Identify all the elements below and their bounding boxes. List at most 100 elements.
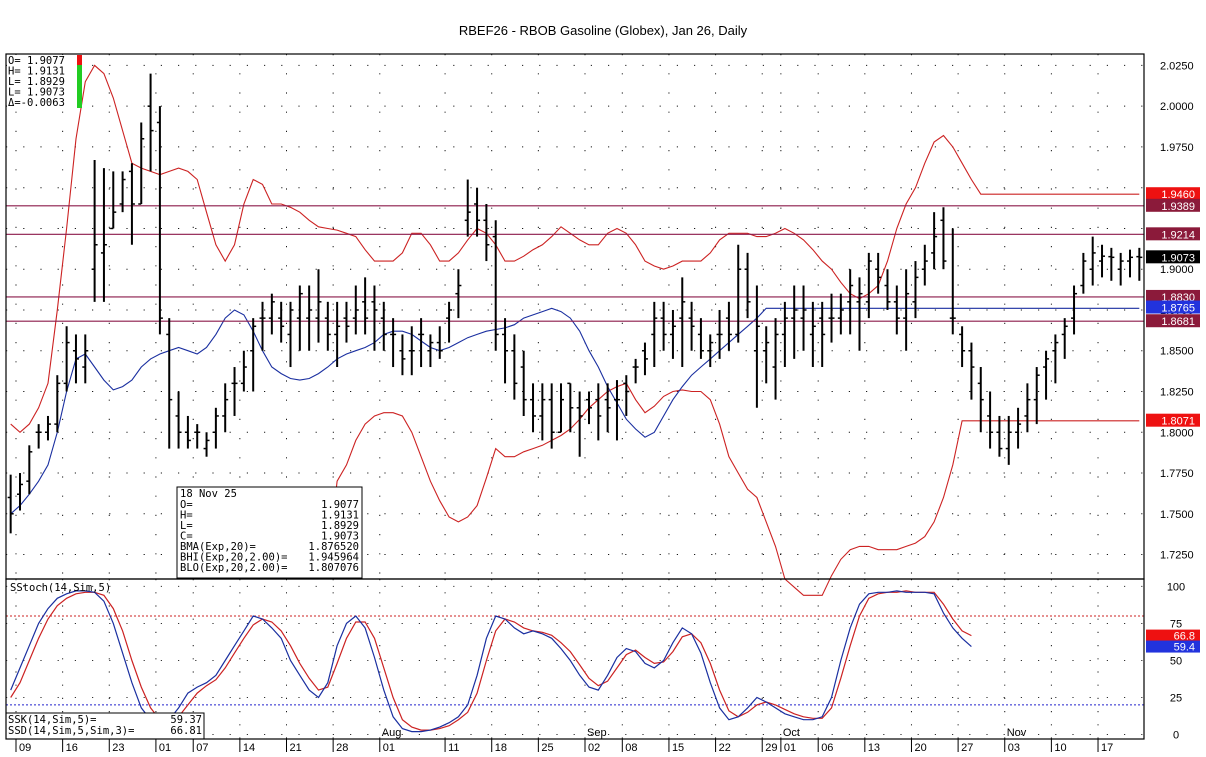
price-tick-label: 1.8500 <box>1160 346 1194 358</box>
ohlc-bar <box>483 204 490 262</box>
ohlc-bar <box>595 383 602 441</box>
price-tag-bg <box>1146 250 1200 264</box>
ohlc-bar <box>343 301 350 343</box>
stoch-tick-label: 0 <box>1173 730 1179 742</box>
stoch-tag-bg <box>1146 629 1200 642</box>
ohlc-bar <box>959 326 966 368</box>
ohlc-bar <box>604 383 611 433</box>
price-tag-label: 1.8071 <box>1161 416 1195 428</box>
ohlc-bar <box>697 318 704 359</box>
ohlc-bar <box>184 415 191 449</box>
ohlc-bar <box>800 285 807 351</box>
ohlc-bar <box>296 285 303 351</box>
ohlc-bar <box>194 424 201 449</box>
ohlc-bar <box>156 106 163 335</box>
x-day-label: 27 <box>961 742 973 754</box>
stoch-tag-label: 59.4 <box>1174 642 1195 654</box>
ohlc-bar <box>669 309 676 359</box>
ohlc-bar <box>548 383 555 449</box>
price-tick-label: 1.9000 <box>1160 264 1194 276</box>
ohlc-bar <box>334 301 341 368</box>
x-day-label: 29 <box>765 742 777 754</box>
ohlc-bar <box>987 391 994 449</box>
price-tick-label: 2.0000 <box>1160 101 1194 113</box>
bollinger-lower-line <box>327 382 1140 596</box>
info-box-label: C= <box>180 531 193 543</box>
ohlc-bar <box>324 301 331 351</box>
ohlc-color-marker-red <box>77 55 82 65</box>
price-tag-bg <box>1146 227 1200 241</box>
price-tag-label: 1.9460 <box>1161 189 1195 201</box>
price-tag: 1.8071 <box>1146 413 1200 428</box>
ohlc-bar <box>82 334 89 384</box>
ohlc-bar <box>865 252 872 319</box>
price-tag: 1.8681 <box>1146 314 1200 328</box>
x-day-label: 22 <box>719 742 731 754</box>
ohlc-readout-line: L= 1.9073 <box>8 87 65 99</box>
ohlc-bar <box>921 244 928 286</box>
ohlc-bar <box>278 301 285 343</box>
info-box-label: L= <box>180 520 193 532</box>
info-box-label: BLO(Exp,20,2.00)= <box>180 562 287 574</box>
x-month-label: Sep <box>587 727 607 739</box>
price-tick-label: 1.9750 <box>1160 142 1194 154</box>
ohlc-bar <box>996 415 1003 457</box>
ohlc-bar <box>763 326 770 384</box>
x-month-label: Oct <box>783 727 800 739</box>
ohlc-bar <box>613 380 620 441</box>
ohlc-bar <box>949 228 956 335</box>
ohlc-bar <box>903 269 910 351</box>
x-day-label: 16 <box>66 742 78 754</box>
ohlc-bar <box>35 424 42 449</box>
ohlc-bar <box>1127 249 1134 278</box>
ohlc-bar <box>175 391 182 449</box>
price-tag-label: 1.9073 <box>1161 252 1195 264</box>
ohlc-bar <box>884 269 891 310</box>
ohlc-bar <box>511 334 518 400</box>
hline-layer <box>6 205 1144 322</box>
x-day-label: 15 <box>672 742 684 754</box>
ohlc-bar <box>72 334 79 384</box>
ohlc-bar <box>474 187 481 237</box>
ohlc-bar <box>16 473 23 511</box>
ohlc-bar <box>875 252 882 294</box>
ohlc-bar <box>707 334 714 368</box>
ohlc-bar <box>315 269 322 343</box>
ohlc-bar <box>166 318 173 449</box>
ohlc-bar <box>259 301 266 351</box>
ohlc-bar <box>679 277 686 368</box>
price-tick-label: 2.0250 <box>1160 60 1194 72</box>
stoch-tag: 66.8 <box>1146 629 1200 643</box>
ohlc-bar <box>1080 252 1087 294</box>
price-tag: 1.8765 <box>1146 300 1200 315</box>
ohlc-bar <box>968 342 975 400</box>
ohlc-bar <box>893 285 900 335</box>
stoch-tick-label: 100 <box>1167 581 1185 593</box>
ohlc-bar <box>306 285 313 351</box>
info-box-label: H= <box>180 510 193 522</box>
info-box-date: 18 Nov 25 <box>180 488 237 500</box>
x-day-label: 06 <box>821 742 833 754</box>
bollinger-middle-line <box>10 307 1140 515</box>
x-day-label: 01 <box>784 742 796 754</box>
bollinger-upper-line <box>10 64 1140 434</box>
x-month-label: Aug <box>382 727 402 739</box>
ohlc-bar <box>725 301 732 351</box>
ssk-line <box>10 590 972 733</box>
ohlc-bar <box>530 383 537 433</box>
info-box-label: O= <box>180 499 193 511</box>
ohlc-readout-line: Δ=-0.0063 <box>8 97 65 109</box>
ohlc-bar <box>222 383 229 433</box>
price-tick-label: 1.7500 <box>1160 509 1194 521</box>
ohlc-bar <box>464 179 471 237</box>
price-tick-label: 1.8250 <box>1160 387 1194 399</box>
x-day-label: 28 <box>336 742 348 754</box>
band-layer <box>10 64 1140 596</box>
info-box-value: 1.9073 <box>321 531 359 543</box>
ohlc-readout-line: H= 1.9131 <box>8 66 65 78</box>
ohlc-bar <box>212 407 219 449</box>
info-box-value: 1.9131 <box>321 510 359 522</box>
